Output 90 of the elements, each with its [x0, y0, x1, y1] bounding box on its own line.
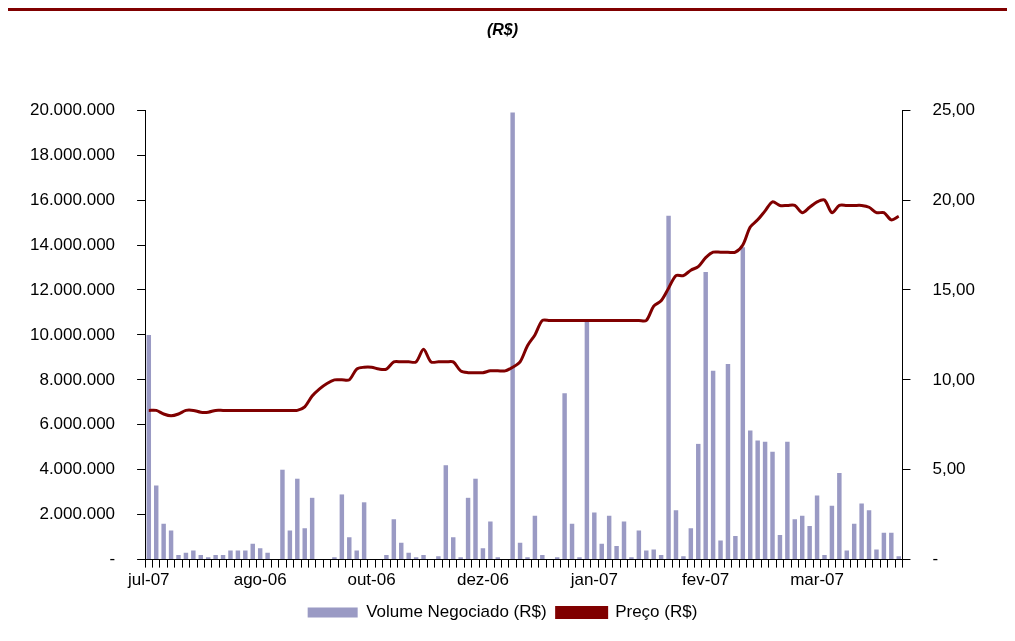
line-series [147, 198, 901, 418]
bar [681, 556, 686, 560]
bar [710, 370, 716, 560]
x-tick-label: fev-07 [682, 570, 730, 590]
chart-title: (R$) [486, 21, 519, 39]
bar [347, 537, 352, 560]
bar [748, 430, 753, 560]
bar [510, 112, 515, 560]
bar [740, 247, 746, 560]
bar [406, 552, 411, 560]
bar [651, 549, 656, 560]
bar [785, 441, 790, 560]
y-tick-label: 12.000.000 [29, 279, 116, 299]
bar [480, 548, 486, 560]
x-tick-label: dez-06 [456, 570, 509, 590]
y2-tick-label: 20,00 [932, 189, 976, 209]
bar [302, 528, 307, 560]
y2-tick-label: 15,00 [932, 279, 976, 299]
bar [673, 510, 679, 560]
y-tick-label: 6.000.000 [39, 414, 116, 434]
bar [443, 465, 449, 560]
bar [792, 519, 798, 560]
bar [688, 528, 694, 560]
y2-tick-label: 5,00 [932, 459, 966, 479]
bar [421, 555, 426, 560]
bar [636, 530, 642, 560]
y2-tick-label: 10,00 [932, 369, 976, 389]
bar [703, 271, 708, 560]
bar [191, 550, 196, 560]
bar [822, 555, 827, 560]
x-tick-label: ago-06 [233, 570, 287, 590]
bar [859, 503, 864, 560]
bar [354, 550, 359, 560]
bar [540, 555, 545, 560]
bar [725, 364, 731, 560]
x-tick-label: jan-07 [569, 570, 618, 590]
bar [889, 532, 894, 560]
y-tick-label: 8.000.000 [39, 369, 116, 389]
y-tick-label: 14.000.000 [29, 234, 116, 254]
bar [592, 512, 597, 560]
bar [391, 519, 397, 560]
bar [488, 521, 493, 560]
y2-tick-label: 25,00 [932, 99, 976, 119]
bar [213, 555, 218, 560]
bar [874, 549, 879, 560]
bar [770, 451, 775, 560]
x-tick-label: out-06 [347, 570, 396, 590]
bar [161, 523, 166, 560]
bar [384, 555, 389, 560]
y-tick-label: 2.000.000 [39, 504, 116, 524]
bar [257, 548, 263, 560]
bar [866, 510, 872, 560]
y-tick-label: 10.000.000 [29, 324, 116, 344]
y2-tick-label: - [932, 549, 939, 569]
bar [339, 494, 345, 560]
bar [287, 530, 293, 560]
bar [584, 321, 590, 560]
legend-label: Preço (R$) [615, 602, 698, 622]
bar [666, 215, 671, 560]
bar [696, 443, 701, 560]
bar [295, 478, 300, 560]
bar [451, 537, 456, 560]
bar [473, 478, 478, 560]
bar [733, 536, 738, 560]
bar [176, 555, 181, 560]
bar [168, 530, 174, 560]
y-tick-label: 16.000.000 [29, 189, 116, 209]
bar [436, 556, 441, 560]
bar [621, 521, 627, 560]
bar [153, 485, 159, 560]
bar [243, 550, 248, 560]
bar [614, 546, 619, 560]
bar [837, 473, 842, 560]
bar [361, 502, 367, 560]
legend-label: Volume Negociado (R$) [366, 602, 547, 622]
bar [755, 440, 760, 560]
bar [265, 552, 270, 560]
y-tick-label: - [109, 549, 116, 569]
y-tick-label: 20.000.000 [29, 99, 116, 119]
y-tick-label: 18.000.000 [29, 144, 116, 164]
bar [562, 393, 567, 560]
bar [896, 556, 901, 560]
bar [228, 550, 233, 560]
bar [280, 469, 285, 560]
bar [718, 540, 723, 560]
bar [807, 525, 812, 560]
y-tick-label: 4.000.000 [39, 459, 116, 479]
x-tick-label: jul-07 [127, 570, 170, 590]
bar [644, 550, 649, 560]
x-tick-label: mar-07 [790, 570, 844, 590]
